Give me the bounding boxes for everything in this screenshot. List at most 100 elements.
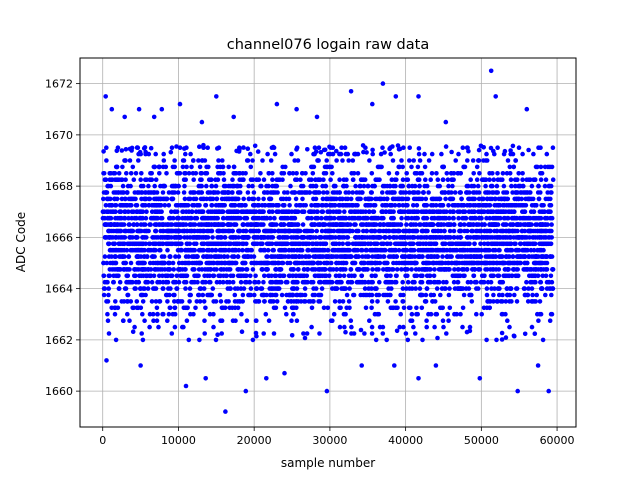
data-point (167, 305, 173, 311)
data-point (206, 292, 211, 298)
data-point (348, 267, 354, 272)
data-point (347, 222, 353, 227)
data-point (218, 299, 224, 304)
data-point (360, 190, 365, 195)
data-point (101, 286, 107, 291)
data-point (258, 209, 264, 214)
data-point (317, 267, 322, 272)
data-point (500, 279, 506, 285)
data-point (157, 196, 163, 202)
data-point (404, 286, 409, 291)
data-point (127, 158, 133, 163)
data-point (520, 171, 525, 176)
data-point (236, 267, 241, 272)
data-point (370, 267, 375, 272)
data-point (240, 292, 246, 298)
data-point (349, 331, 354, 336)
data-point (448, 196, 454, 202)
data-point (250, 158, 255, 163)
data-point (447, 209, 453, 214)
data-point (143, 151, 148, 157)
data-point (423, 228, 428, 234)
data-point (150, 311, 156, 317)
data-point (211, 311, 216, 317)
data-point (203, 305, 208, 311)
data-point (140, 299, 146, 304)
data-point (397, 228, 402, 234)
data-point (358, 327, 364, 333)
data-point (215, 332, 220, 338)
data-point (225, 286, 231, 291)
data-point (300, 190, 305, 195)
data-point (502, 148, 508, 154)
data-point (163, 222, 168, 227)
data-point (101, 149, 106, 154)
data-point (453, 158, 459, 163)
data-point (507, 171, 513, 176)
data-point (387, 209, 393, 214)
data-point (513, 183, 518, 189)
data-point (298, 247, 303, 253)
data-point (248, 273, 253, 279)
data-point (268, 158, 274, 163)
data-point (182, 267, 188, 272)
data-point (352, 215, 358, 221)
data-point (384, 279, 389, 285)
data-point (532, 241, 538, 247)
data-point (451, 228, 457, 234)
data-point (411, 222, 416, 227)
data-point (129, 209, 135, 214)
data-point (508, 151, 513, 157)
data-point (157, 203, 162, 208)
data-point (343, 260, 349, 266)
data-point (125, 311, 130, 317)
data-point (192, 267, 197, 272)
data-point (515, 260, 520, 266)
data-point (465, 183, 471, 189)
data-point (504, 203, 510, 208)
data-point (174, 273, 180, 279)
data-point (529, 183, 535, 189)
data-point (469, 299, 475, 304)
data-point (181, 324, 186, 330)
data-point (249, 247, 254, 253)
data-point (334, 148, 339, 154)
data-point (151, 190, 156, 195)
data-point (209, 203, 215, 208)
data-point (266, 209, 272, 214)
data-point (549, 222, 554, 227)
data-point (529, 324, 535, 330)
data-point (441, 279, 446, 285)
data-point (163, 273, 168, 279)
data-point (370, 151, 376, 157)
data-point (526, 147, 531, 153)
data-point (451, 279, 457, 285)
data-point (487, 299, 492, 304)
data-point (539, 241, 544, 247)
data-point (536, 196, 542, 202)
data-point (111, 190, 117, 195)
data-point (162, 267, 168, 272)
data-point (317, 235, 322, 240)
data-point (340, 203, 345, 208)
data-point (367, 318, 372, 324)
data-point (419, 228, 425, 234)
data-point (237, 190, 243, 195)
data-point (128, 260, 134, 266)
data-point (546, 183, 552, 189)
data-point (371, 235, 377, 240)
data-point (446, 183, 451, 189)
data-point (282, 215, 288, 221)
data-point (244, 318, 250, 324)
data-point (240, 171, 246, 176)
data-point (333, 273, 339, 279)
data-point (342, 324, 347, 330)
data-point (313, 267, 318, 272)
data-point (519, 196, 524, 202)
data-point (530, 292, 535, 298)
data-point (210, 247, 215, 253)
data-point (350, 177, 356, 182)
data-point (422, 164, 428, 170)
data-point (347, 286, 352, 291)
data-point (471, 209, 477, 214)
